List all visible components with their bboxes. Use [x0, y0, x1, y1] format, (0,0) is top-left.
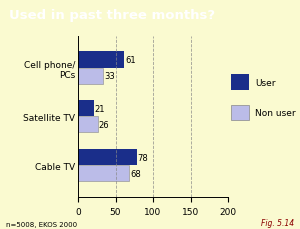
Bar [78, 149, 136, 165]
Bar [78, 117, 98, 133]
Text: 61: 61 [125, 56, 136, 65]
Text: 33: 33 [104, 72, 115, 81]
Bar [78, 101, 94, 117]
Bar [231, 105, 250, 120]
Text: Used in past three months?: Used in past three months? [9, 9, 215, 22]
Text: 21: 21 [95, 104, 105, 113]
Text: Non user: Non user [255, 108, 296, 117]
Text: 78: 78 [138, 153, 148, 162]
Bar [78, 68, 103, 84]
Text: n=5008, EKOS 2000: n=5008, EKOS 2000 [6, 221, 77, 227]
Text: User: User [255, 78, 275, 87]
Bar [231, 75, 250, 90]
Bar [78, 165, 129, 181]
Text: Fig. 5.14: Fig. 5.14 [261, 218, 294, 227]
Text: 26: 26 [99, 120, 109, 129]
Text: 68: 68 [130, 169, 141, 178]
Bar [78, 52, 124, 68]
